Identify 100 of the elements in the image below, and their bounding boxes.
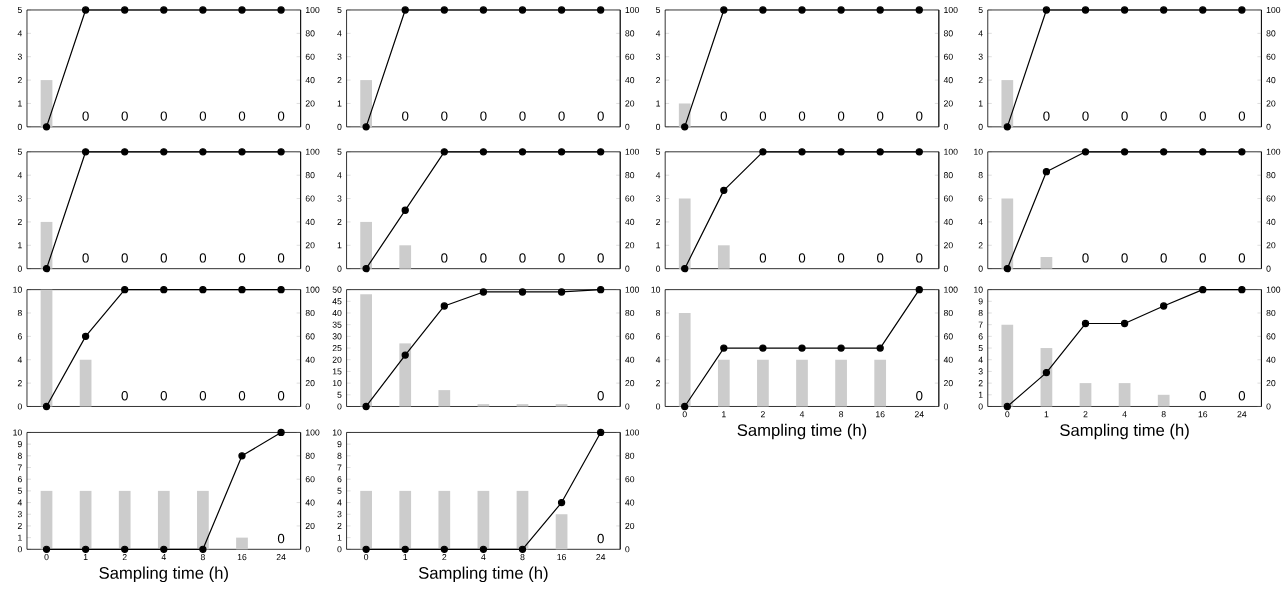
y2-tick-label: 20 [625,100,635,107]
bar [360,294,372,407]
point [1042,167,1051,176]
point [876,344,884,352]
point [1081,319,1090,328]
y-tick-label: 2 [17,76,22,83]
y-tick-label: 2 [17,522,22,529]
data-label: 0 [1238,390,1246,401]
point [1081,148,1090,156]
point [277,285,285,294]
y2-tick-label: 40 [305,218,315,225]
y-tick-label: 4 [337,172,342,179]
y2-tick-label: 0 [943,265,948,272]
data-label: 0 [121,111,128,121]
x-tick-label: 0 [682,411,687,418]
y-tick-label: 9 [978,298,983,305]
x-tick-label: 0 [44,553,49,561]
y-tick-label: 30 [332,333,342,340]
y-tick-label: 1 [18,100,22,107]
y-tick-label: 0 [17,265,22,272]
y2-tick-label: 80 [943,309,953,316]
data-label: 0 [759,111,767,121]
data-label: 0 [837,253,845,263]
y2-tick-label: 60 [1266,333,1276,340]
y-tick-label: 2 [17,379,22,387]
y2-tick-label: 100 [1266,286,1281,293]
y2-tick-label: 0 [305,123,310,130]
y-tick-label: 3 [17,195,22,202]
point [681,402,689,411]
data-label: 0 [597,111,604,121]
y-tick-label: 5 [337,391,342,398]
point [597,428,605,436]
y2-tick-label: 80 [1266,309,1276,316]
point [199,545,207,553]
x-tick-label: 2 [442,553,447,560]
y2-tick-label: 20 [1266,242,1276,249]
data-label: 0 [720,111,727,121]
x-tick-label: 24 [276,553,286,560]
y-tick-label: 6 [656,333,661,340]
y-tick-label: 3 [655,195,661,202]
point [81,545,90,553]
x-tick-label: 4 [1122,411,1127,418]
point [876,148,884,156]
point [1199,285,1207,294]
point [518,288,527,296]
data-label: 0 [121,390,128,401]
y-tick-label: 0 [655,123,661,130]
x-tick-label: 16 [557,553,567,561]
y2-tick-label: 100 [625,148,640,155]
point [759,148,767,156]
y-tick-label: 8 [17,309,22,316]
data-label: 0 [798,111,806,121]
x-tick-label: 24 [596,553,606,560]
y-tick-label: 35 [332,321,342,328]
point [681,264,689,273]
point [1238,285,1246,294]
y-tick-label: 4 [978,356,983,363]
y2-tick-label: 0 [305,403,310,410]
data-label: 0 [82,111,89,121]
point [1120,148,1129,156]
data-label: 0 [199,111,207,121]
bar [1079,382,1092,407]
y2-tick-label: 60 [625,195,635,202]
y2-tick-label: 80 [305,30,315,37]
y-tick-label: 5 [17,148,22,155]
point [81,332,90,340]
y-tick-label: 3 [337,511,342,518]
y-tick-label: 9 [337,440,342,448]
y-tick-label: 4 [17,499,23,506]
point [362,545,370,553]
y-tick-label: 4 [337,30,342,37]
y-tick-label: 8 [337,452,342,459]
y2-tick-label: 20 [305,242,315,249]
point [479,288,488,296]
y-tick-label: 0 [978,265,983,272]
y2-tick-label: 100 [306,148,320,155]
y-tick-label: 2 [656,218,661,225]
y2-tick-label: 20 [943,100,953,107]
y2-tick-label: 80 [1266,30,1276,37]
point [440,545,448,553]
bar [1001,324,1014,407]
bar [1118,382,1131,407]
y2-tick-label: 40 [625,356,635,363]
y-tick-label: 5 [656,148,661,155]
y-tick-label: 4 [17,30,23,37]
y-tick-label: 5 [656,6,661,13]
x-tick-label: 2 [760,411,765,418]
y-tick-label: 6 [978,195,983,202]
data-label: 0 [1082,253,1089,263]
point [759,344,767,352]
y2-tick-label: 100 [625,286,640,293]
x-tick-label: 1 [1044,411,1049,418]
x-tick-label: 16 [1198,411,1208,418]
data-label: 0 [238,253,246,263]
data-label: 0 [1160,111,1167,121]
data-label: 0 [597,533,604,544]
x-tick-label: 1 [403,553,408,560]
point [518,148,527,156]
y2-tick-label: 40 [625,499,635,506]
point [1042,368,1051,377]
